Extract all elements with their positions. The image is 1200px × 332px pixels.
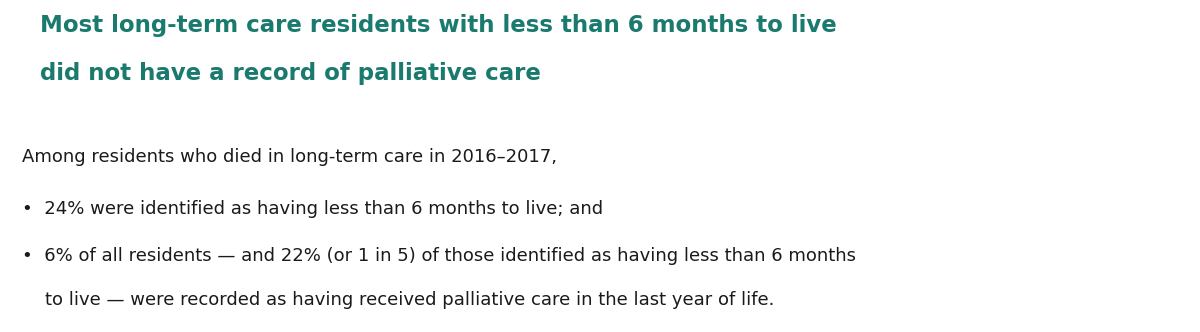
Text: •  24% were identified as having less than 6 months to live; and: • 24% were identified as having less tha… [22, 200, 604, 218]
Text: to live — were recorded as having received palliative care in the last year of l: to live — were recorded as having receiv… [22, 291, 774, 309]
Text: did not have a record of palliative care: did not have a record of palliative care [40, 62, 541, 85]
Text: Most long-term care residents with less than 6 months to live: Most long-term care residents with less … [40, 14, 836, 37]
Text: Among residents who died in long-term care in 2016–2017,: Among residents who died in long-term ca… [22, 148, 557, 166]
Text: •  6% of all residents — and 22% (or 1 in 5) of those identified as having less : • 6% of all residents — and 22% (or 1 in… [22, 247, 856, 265]
